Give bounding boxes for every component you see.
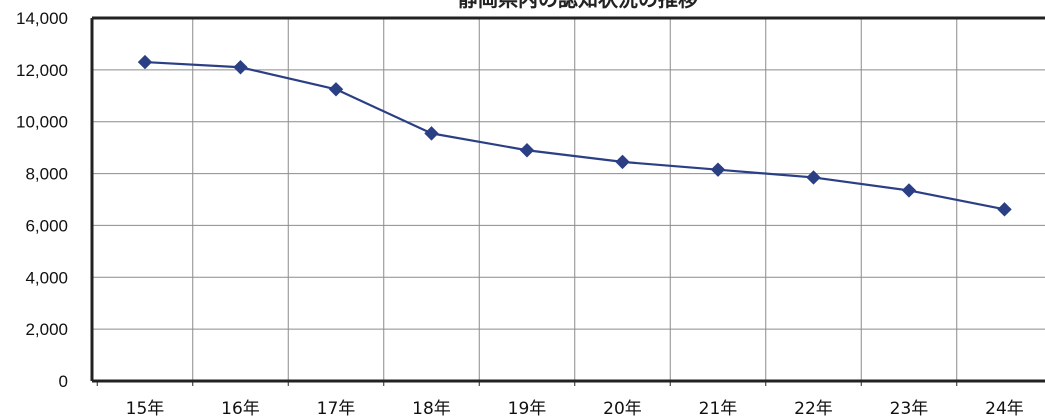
data-point-marker [519, 143, 535, 158]
x-tick-label: 17年 [317, 399, 356, 419]
y-tick-label: 0 [59, 372, 68, 391]
data-point-marker [710, 162, 726, 177]
series-line [144, 60, 1005, 211]
x-tick-label: 23年 [890, 399, 929, 419]
x-tick-label: 15年 [126, 399, 165, 419]
data-point-marker [233, 60, 248, 75]
axis-layer [90, 16, 1045, 386]
label-layer: 0 2,000 4,000 6,000 8,000 10,000 12,000 14,000 1… [16, 9, 1024, 419]
y-tick-label: 4,000 [25, 268, 68, 287]
data-point-marker [424, 126, 439, 141]
data-point-marker [901, 183, 917, 198]
x-tick-label: 24年 [985, 399, 1024, 419]
x-tick-label: 18年 [412, 399, 451, 419]
y-tick-label: 2,000 [25, 320, 68, 339]
y-tick-label: 8,000 [25, 165, 68, 184]
x-tick-label: 19年 [508, 399, 547, 419]
y-tick-label: 14,000 [16, 9, 68, 28]
grid-layer [92, 18, 1045, 381]
x-tick-label: 21年 [699, 399, 738, 419]
data-point-marker [997, 202, 1012, 217]
y-tick-label: 10,000 [16, 113, 68, 132]
data-point-marker [137, 54, 153, 70]
y-tick-label: 6,000 [25, 216, 68, 235]
chart-title: 静岡県内の認知状況の推移 [458, 0, 698, 11]
x-tick-label: 22年 [794, 399, 833, 419]
series-layer [137, 54, 1012, 217]
data-point-marker [806, 170, 821, 185]
y-tick-label: 12,000 [16, 61, 68, 80]
data-point-marker [615, 154, 630, 170]
x-tick-label: 16年 [221, 399, 260, 419]
data-point-marker [328, 82, 344, 97]
plot-area [92, 18, 1045, 381]
x-tick-label: 20年 [603, 399, 642, 419]
